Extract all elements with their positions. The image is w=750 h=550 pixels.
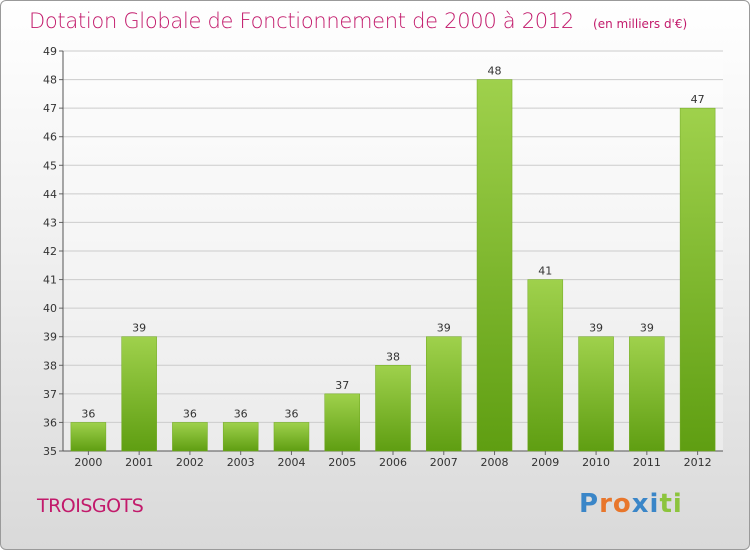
bar bbox=[222, 422, 259, 452]
y-tick-label: 49 bbox=[43, 45, 57, 58]
y-tick-label: 47 bbox=[43, 102, 57, 115]
bar bbox=[273, 422, 310, 452]
logo-letter: r bbox=[599, 489, 613, 519]
bar bbox=[172, 422, 208, 452]
y-tick-label: 42 bbox=[43, 245, 57, 258]
bar-value-label: 41 bbox=[538, 265, 552, 278]
bar-value-label: 39 bbox=[132, 322, 146, 335]
x-tick-label: 2004 bbox=[277, 456, 305, 469]
x-tick-label: 2009 bbox=[531, 456, 559, 469]
x-tick-label: 2011 bbox=[633, 456, 661, 469]
bar-value-label: 36 bbox=[234, 407, 248, 420]
x-tick-label: 2010 bbox=[582, 456, 610, 469]
x-tick-label: 2006 bbox=[379, 456, 407, 469]
bar bbox=[629, 336, 665, 452]
bar-value-label: 37 bbox=[335, 379, 349, 392]
x-tick-label: 2003 bbox=[227, 456, 255, 469]
chart-title: Dotation Globale de Fonctionnement de 20… bbox=[29, 9, 574, 33]
commune-name: TROISGOTS bbox=[37, 495, 144, 517]
bar-value-label: 39 bbox=[589, 322, 603, 335]
bar bbox=[527, 279, 564, 452]
bar bbox=[375, 365, 411, 452]
bar bbox=[324, 393, 360, 452]
bar-value-label: 36 bbox=[183, 407, 197, 420]
x-tick-label: 2001 bbox=[125, 456, 153, 469]
y-tick-label: 41 bbox=[43, 274, 57, 287]
bar bbox=[578, 336, 614, 452]
y-tick-label: 40 bbox=[43, 302, 57, 315]
x-tick-label: 2007 bbox=[430, 456, 458, 469]
y-tick-label: 44 bbox=[43, 188, 57, 201]
bar-value-label: 39 bbox=[640, 322, 654, 335]
bar-value-label: 47 bbox=[691, 93, 705, 106]
y-tick-label: 38 bbox=[43, 359, 57, 372]
x-tick-label: 2005 bbox=[328, 456, 356, 469]
y-tick-label: 35 bbox=[43, 445, 57, 458]
y-tick-label: 48 bbox=[43, 74, 57, 87]
y-tick-label: 46 bbox=[43, 131, 57, 144]
x-tick-label: 2000 bbox=[74, 456, 102, 469]
bar-value-label: 38 bbox=[386, 350, 400, 363]
bar bbox=[70, 422, 107, 452]
bar bbox=[476, 79, 513, 452]
proxiti-logo: Proxiti bbox=[579, 489, 683, 519]
logo-letter: i bbox=[649, 489, 660, 519]
y-tick-label: 37 bbox=[43, 388, 57, 401]
bar-value-label: 36 bbox=[81, 407, 95, 420]
bar bbox=[679, 107, 716, 452]
y-tick-label: 43 bbox=[43, 216, 57, 229]
logo-letter: t bbox=[659, 489, 673, 519]
bar-value-label: 39 bbox=[437, 322, 451, 335]
logo-letter: P bbox=[579, 489, 600, 519]
y-tick-label: 45 bbox=[43, 159, 57, 172]
chart-title-block: Dotation Globale de Fonctionnement de 20… bbox=[29, 9, 687, 33]
x-tick-label: 2002 bbox=[176, 456, 204, 469]
logo-letter: i bbox=[672, 489, 683, 519]
bar bbox=[121, 336, 157, 452]
x-tick-label: 2008 bbox=[481, 456, 509, 469]
y-tick-label: 36 bbox=[43, 416, 57, 429]
bar bbox=[426, 336, 462, 452]
logo-letter: x bbox=[631, 489, 650, 519]
bar-value-label: 48 bbox=[488, 65, 502, 78]
logo-letter: o bbox=[612, 489, 632, 519]
chart-unit-note: (en milliers d'€) bbox=[593, 17, 688, 31]
bar-value-label: 36 bbox=[284, 407, 298, 420]
x-tick-label: 2012 bbox=[684, 456, 712, 469]
y-tick-label: 39 bbox=[43, 331, 57, 344]
